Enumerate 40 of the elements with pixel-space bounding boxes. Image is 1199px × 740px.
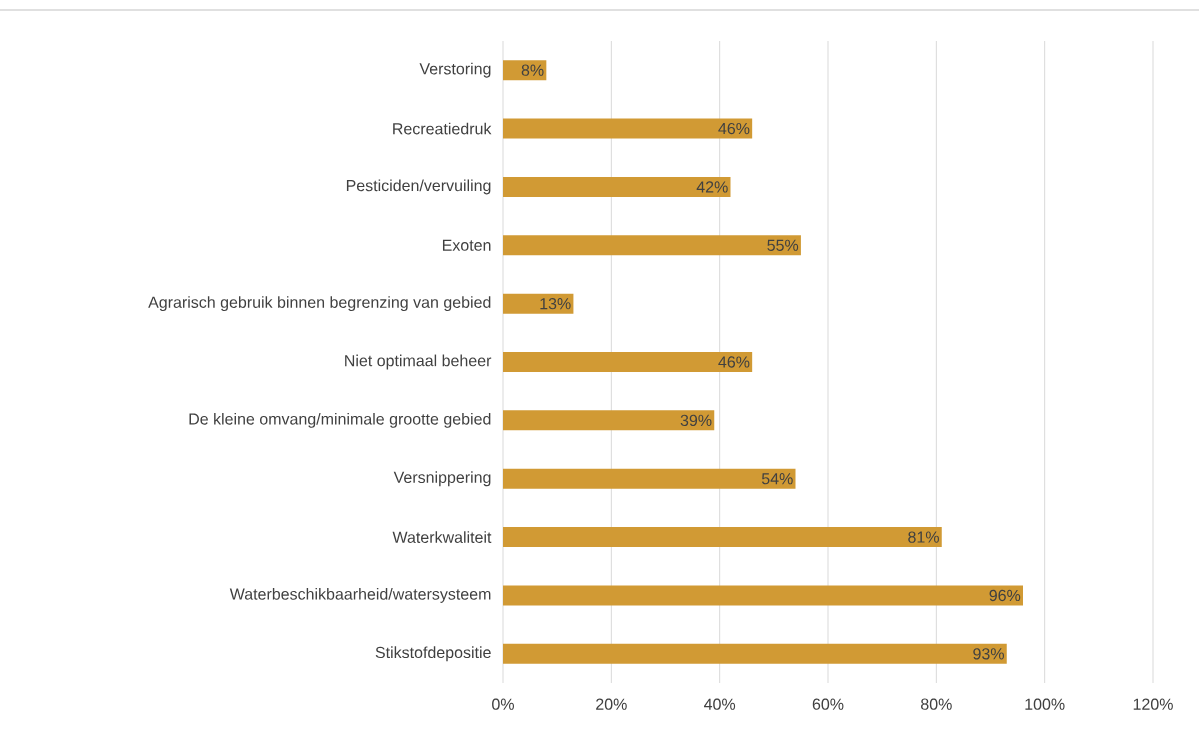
y-tick-label: Waterbeschikbaarheid/watersysteem xyxy=(229,588,491,603)
bar xyxy=(503,235,801,256)
bar xyxy=(503,176,731,197)
x-tick-label: 80% xyxy=(921,698,952,710)
bar xyxy=(503,643,1007,664)
data-label: 8% xyxy=(521,64,544,76)
y-tick-label: Pesticiden/vervuiling xyxy=(346,179,491,195)
bar xyxy=(503,468,796,489)
y-tick-label: Agrarisch gebruik binnen begrenzing van gebied xyxy=(148,296,491,312)
x-tick-label: 60% xyxy=(812,698,844,710)
x-tick-label: 20% xyxy=(596,698,627,710)
y-tick-label: Verstoring xyxy=(419,62,491,78)
bar xyxy=(503,293,574,314)
data-label: 96% xyxy=(989,589,1021,602)
y-tick-label: De kleine omvang/minimale grootte gebied xyxy=(189,412,491,428)
data-label: 93% xyxy=(973,648,1004,660)
data-label: 54% xyxy=(761,473,793,485)
bar xyxy=(503,527,942,548)
y-tick-label: Niet optimaal beheer xyxy=(345,354,492,370)
data-label: 55% xyxy=(767,239,799,251)
y-tick-label: Exoten xyxy=(442,239,491,251)
x-tick-label: 40% xyxy=(704,698,736,710)
y-tick-label: Versnippering xyxy=(393,471,491,487)
bar xyxy=(503,410,715,431)
data-label: 46% xyxy=(718,356,750,368)
x-tick-label: 0% xyxy=(492,698,514,710)
bar xyxy=(503,585,1023,606)
y-tick-label: Waterkwaliteit xyxy=(392,531,492,543)
bar xyxy=(503,352,753,373)
x-tick-label: 120% xyxy=(1133,698,1173,710)
data-label: 42% xyxy=(696,181,728,193)
bar xyxy=(503,118,753,139)
y-tick-label: Recreatiedruk xyxy=(393,122,492,135)
data-label: 13% xyxy=(540,297,571,310)
data-label: 39% xyxy=(680,414,712,427)
x-tick-label: 100% xyxy=(1025,698,1065,710)
data-label: 46% xyxy=(718,122,750,135)
y-tick-label: Stikstofdepositie xyxy=(375,646,491,662)
data-label: 81% xyxy=(908,531,939,543)
bar xyxy=(503,60,547,81)
